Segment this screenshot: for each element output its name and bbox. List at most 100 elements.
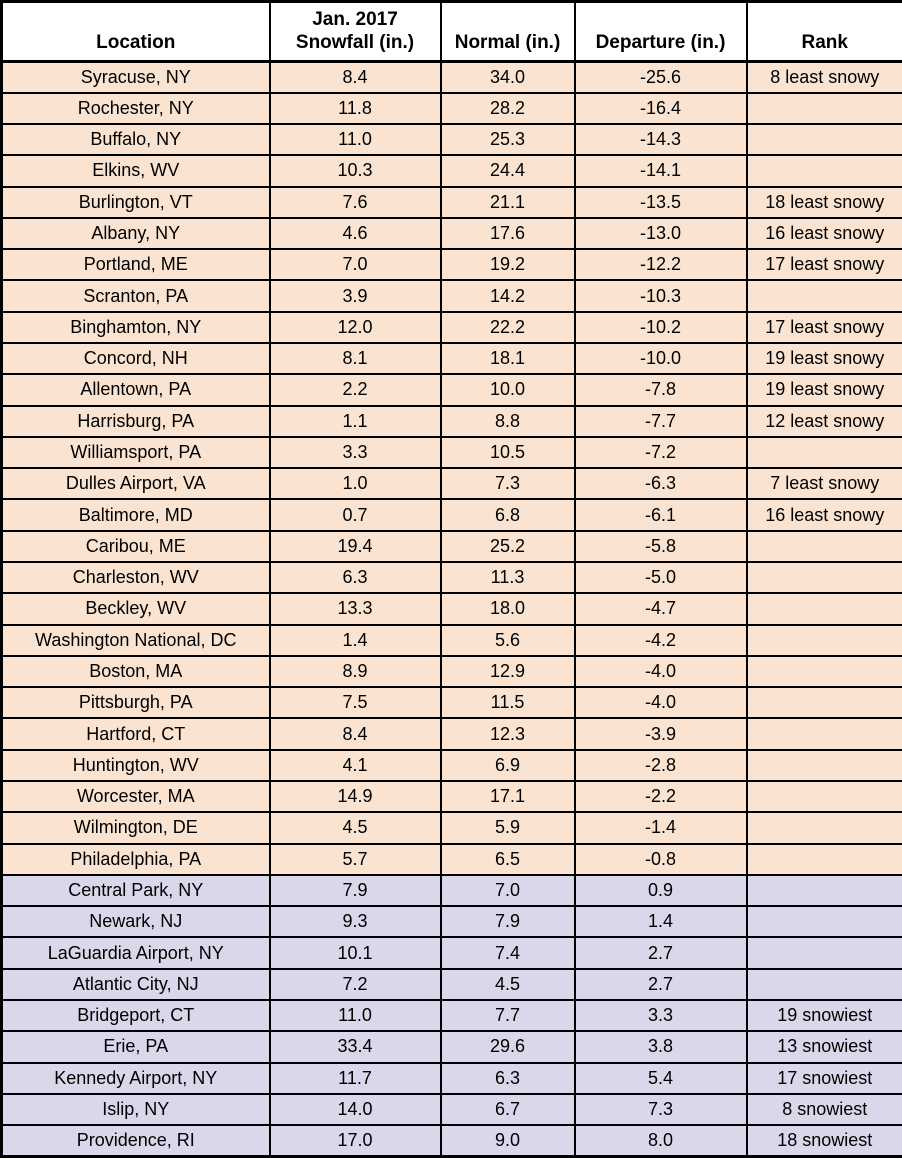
normal-cell: 11.3 — [439, 560, 576, 595]
snowfall-cell: 7.0 — [268, 248, 442, 282]
table-row: Hartford, CT 8.4 12.3 -3.9 — [0, 717, 902, 751]
snowfall-cell: 11.0 — [268, 123, 442, 157]
normal-cell: 21.1 — [439, 185, 576, 219]
table-row: Buffalo, NY 11.0 25.3 -14.3 — [0, 123, 902, 157]
col-header-departure-label: Departure (in.) — [595, 32, 726, 54]
normal-cell: 5.9 — [439, 811, 576, 845]
rank-cell: 19 least snowy — [745, 342, 902, 376]
rank-cell — [745, 435, 902, 470]
table-row: Allentown, PA 2.2 10.0 -7.8 19 least snowy — [0, 373, 902, 407]
snowfall-cell: 8.4 — [268, 717, 442, 751]
location-cell: Islip, NY — [0, 1092, 271, 1127]
normal-cell: 11.5 — [439, 686, 576, 720]
departure-cell: -7.8 — [573, 373, 748, 407]
location-cell: Central Park, NY — [0, 873, 271, 908]
departure-cell: -4.7 — [573, 592, 748, 626]
col-header-snowfall: Jan. 2017 Snowfall (in.) — [268, 0, 442, 63]
rank-cell: 7 least snowy — [745, 467, 902, 501]
location-cell: Providence, RI — [0, 1124, 271, 1158]
snowfall-cell: 17.0 — [268, 1124, 442, 1158]
snowfall-cell: 7.6 — [268, 185, 442, 219]
col-header-normal: Normal (in.) — [439, 0, 576, 63]
snowfall-cell: 14.0 — [268, 1092, 442, 1127]
snowfall-cell: 11.8 — [268, 91, 442, 126]
table-row: Portland, ME 7.0 19.2 -12.2 17 least snowy — [0, 248, 902, 282]
location-cell: Harrisburg, PA — [0, 404, 271, 438]
rank-cell — [745, 842, 902, 876]
normal-cell: 24.4 — [439, 154, 576, 188]
normal-cell: 34.0 — [439, 60, 576, 94]
snowfall-cell: 11.7 — [268, 1061, 442, 1095]
col-header-location: Location — [0, 0, 271, 63]
snowfall-cell: 4.6 — [268, 216, 442, 251]
rank-cell — [745, 748, 902, 782]
rank-cell — [745, 154, 902, 188]
location-cell: Binghamton, NY — [0, 310, 271, 345]
location-cell: Kennedy Airport, NY — [0, 1061, 271, 1095]
table-row: Bridgeport, CT 11.0 7.7 3.3 19 snowiest — [0, 998, 902, 1033]
normal-cell: 10.0 — [439, 373, 576, 407]
departure-cell: 0.9 — [573, 873, 748, 908]
normal-cell: 17.6 — [439, 216, 576, 251]
col-header-departure: Departure (in.) — [573, 0, 748, 63]
snowfall-cell: 19.4 — [268, 529, 442, 564]
col-header-normal-label: Normal (in.) — [454, 32, 561, 54]
location-cell: Albany, NY — [0, 216, 271, 251]
snowfall-cell: 7.2 — [268, 967, 442, 1001]
snowfall-cell: 4.5 — [268, 811, 442, 845]
snowfall-cell: 5.7 — [268, 842, 442, 876]
table-row: Charleston, WV 6.3 11.3 -5.0 — [0, 560, 902, 595]
snowfall-cell: 33.4 — [268, 1030, 442, 1064]
snowfall-cell: 9.3 — [268, 905, 442, 939]
departure-cell: 2.7 — [573, 967, 748, 1001]
location-cell: Elkins, WV — [0, 154, 271, 188]
rank-cell: 19 least snowy — [745, 373, 902, 407]
normal-cell: 8.8 — [439, 404, 576, 438]
departure-cell: -0.8 — [573, 842, 748, 876]
normal-cell: 18.0 — [439, 592, 576, 626]
table-row: Newark, NJ 9.3 7.9 1.4 — [0, 905, 902, 939]
departure-cell: 5.4 — [573, 1061, 748, 1095]
rank-cell: 19 snowiest — [745, 998, 902, 1033]
table-row: Beckley, WV 13.3 18.0 -4.7 — [0, 592, 902, 626]
location-cell: Buffalo, NY — [0, 123, 271, 157]
table-row: Concord, NH 8.1 18.1 -10.0 19 least snowy — [0, 342, 902, 376]
table-row: Dulles Airport, VA 1.0 7.3 -6.3 7 least snow… — [0, 467, 902, 501]
normal-cell: 4.5 — [439, 967, 576, 1001]
normal-cell: 17.1 — [439, 779, 576, 814]
location-cell: Boston, MA — [0, 654, 271, 689]
departure-cell: -13.5 — [573, 185, 748, 219]
departure-cell: -14.1 — [573, 154, 748, 188]
normal-cell: 12.3 — [439, 717, 576, 751]
rank-cell — [745, 905, 902, 939]
normal-cell: 28.2 — [439, 91, 576, 126]
location-cell: Allentown, PA — [0, 373, 271, 407]
departure-cell: -25.6 — [573, 60, 748, 94]
location-cell: Caribou, ME — [0, 529, 271, 564]
location-cell: Baltimore, MD — [0, 498, 271, 532]
rank-cell: 8 snowiest — [745, 1092, 902, 1127]
snowfall-cell: 8.1 — [268, 342, 442, 376]
normal-cell: 6.8 — [439, 498, 576, 532]
normal-cell: 7.3 — [439, 467, 576, 501]
table-row: Elkins, WV 10.3 24.4 -14.1 — [0, 154, 902, 188]
departure-cell: -4.0 — [573, 654, 748, 689]
snowfall-cell: 0.7 — [268, 498, 442, 532]
rank-cell — [745, 123, 902, 157]
table-row: Central Park, NY 7.9 7.0 0.9 — [0, 873, 902, 908]
rank-cell — [745, 529, 902, 564]
table-row: Boston, MA 8.9 12.9 -4.0 — [0, 654, 902, 689]
location-cell: Newark, NJ — [0, 905, 271, 939]
table-row: Caribou, ME 19.4 25.2 -5.8 — [0, 529, 902, 564]
snowfall-cell: 3.9 — [268, 279, 442, 313]
snowfall-cell: 7.9 — [268, 873, 442, 908]
table-row: Pittsburgh, PA 7.5 11.5 -4.0 — [0, 686, 902, 720]
normal-cell: 7.9 — [439, 905, 576, 939]
location-cell: Pittsburgh, PA — [0, 686, 271, 720]
snowfall-cell: 4.1 — [268, 748, 442, 782]
location-cell: Wilmington, DE — [0, 811, 271, 845]
rank-cell — [745, 873, 902, 908]
location-cell: LaGuardia Airport, NY — [0, 936, 271, 970]
table-row: Binghamton, NY 12.0 22.2 -10.2 17 least snow… — [0, 310, 902, 345]
location-cell: Philadelphia, PA — [0, 842, 271, 876]
